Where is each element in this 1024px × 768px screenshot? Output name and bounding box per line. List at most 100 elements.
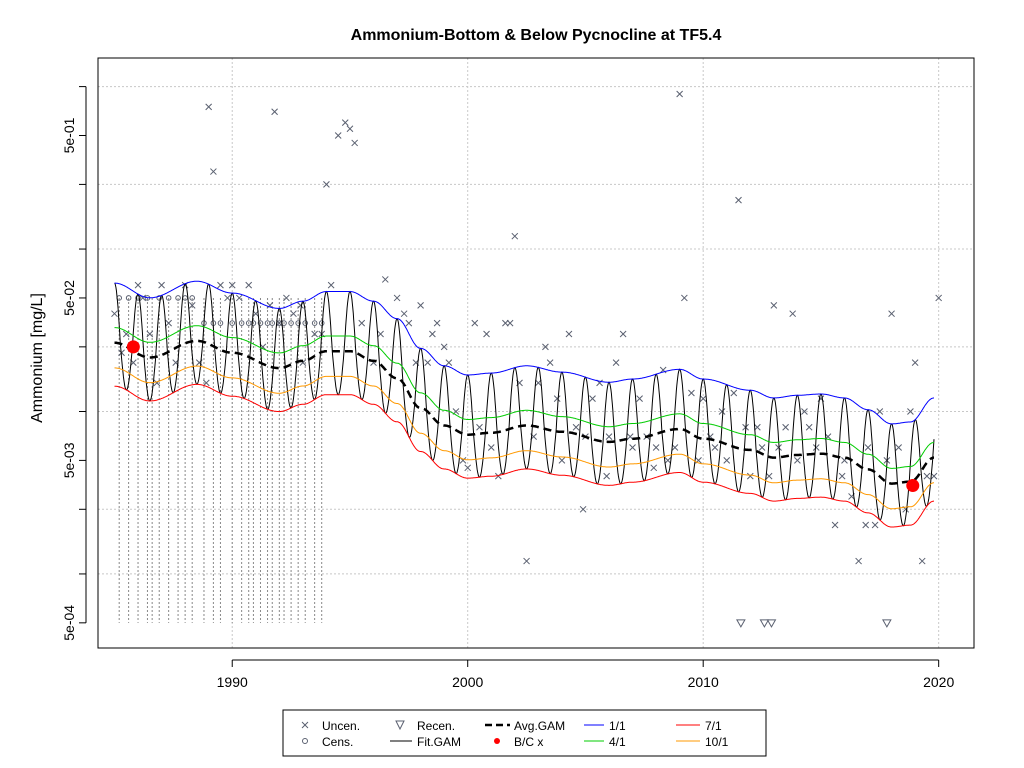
x-stroke (271, 108, 278, 116)
x-stroke (629, 444, 636, 451)
x-stroke (341, 119, 349, 126)
uncensored-point (542, 343, 549, 351)
x-stroke (596, 379, 603, 387)
uncensored-point (735, 196, 742, 204)
uncensored-point (165, 319, 172, 327)
uncensored-point (377, 330, 384, 338)
x-stroke (754, 423, 761, 431)
censored-point (175, 295, 181, 301)
y-tick-label: 5e-04 (61, 605, 77, 641)
x-stroke (275, 319, 283, 327)
x-stroke (652, 444, 660, 451)
y-axis-label: Ammonium [mg/L] (29, 293, 46, 423)
x-stroke (494, 472, 502, 480)
x-stroke (224, 294, 231, 302)
legend-label-1-1: 1/1 (609, 719, 626, 733)
uncensored-point (626, 433, 634, 441)
uncensored-point (311, 330, 318, 338)
uncensored-point (433, 319, 441, 327)
x-stroke (579, 505, 587, 513)
uncensored-point (393, 294, 401, 302)
x-stroke (146, 330, 154, 338)
legend: Uncen. Cens. Recen. Fit.GAM Avg.GAM B/C … (282, 709, 767, 757)
x-stroke (245, 281, 253, 289)
legend-label-4-1: 4/1 (609, 735, 626, 749)
x-stroke (676, 90, 683, 98)
uncensored-point (930, 472, 938, 480)
x-stroke (327, 281, 335, 289)
x-stroke (923, 472, 931, 480)
x-stroke (735, 196, 742, 204)
data-points (111, 90, 943, 628)
censored-point (238, 320, 245, 326)
x-stroke (134, 281, 142, 289)
seasonal-10-1-line (114, 365, 934, 510)
x-stroke (671, 444, 679, 451)
uncensored-point (603, 472, 610, 480)
uncensored-point (210, 168, 217, 175)
legend-item-7-1: 7/1 (676, 719, 722, 733)
x-stroke (589, 395, 596, 402)
legend-label-7-1: 7/1 (705, 719, 722, 733)
recensored-point (882, 619, 892, 628)
x-stroke (502, 319, 509, 327)
legend-item-fit-gam: Fit.GAM (390, 735, 461, 749)
uncensored-point (775, 444, 782, 451)
uncensored-point (464, 464, 472, 472)
uncensored-point (619, 330, 627, 338)
uncensored-point (895, 444, 902, 451)
x-stroke (165, 319, 172, 327)
uncensored-point (440, 343, 448, 351)
x-stroke (323, 181, 330, 188)
uncensored-point (558, 457, 566, 464)
x-stroke (758, 444, 766, 451)
y-tick-label: 5e-02 (61, 280, 77, 316)
x-stroke (718, 408, 726, 415)
uncensored-point (907, 408, 914, 415)
uncensored-point (146, 330, 154, 338)
x-stroke (381, 276, 389, 283)
x-stroke (433, 319, 441, 327)
x-stroke (699, 395, 707, 402)
x-stroke (506, 319, 514, 327)
censored-point (125, 295, 132, 301)
uncensored-point (228, 281, 236, 289)
x-stroke (918, 557, 926, 565)
x-tick-label: 2000 (452, 674, 483, 690)
legend-item-1-1: 1/1 (584, 719, 626, 733)
x-stroke (605, 433, 613, 441)
x-stroke (235, 294, 243, 302)
uncensored-point (650, 464, 658, 472)
uncensored-point (935, 294, 943, 302)
uncensored-point (381, 276, 389, 283)
x-stroke (888, 310, 895, 318)
x-stroke (217, 281, 224, 289)
uncensored-point (158, 281, 165, 289)
legend-triangle-marker (395, 720, 405, 731)
recensored-point (759, 619, 770, 628)
uncensored-point (911, 359, 919, 366)
x-stroke (572, 423, 580, 431)
legend-label-avg-gam: Avg.GAM (514, 719, 565, 733)
uncensored-point (754, 423, 761, 431)
x-stroke (417, 302, 424, 309)
recensored-point (736, 619, 746, 628)
legend-item-recen: Recen. (395, 719, 455, 733)
uncensored-point (351, 139, 359, 147)
uncensored-point (487, 444, 495, 451)
x-stroke (440, 343, 448, 351)
y-tick-label: 5e-01 (61, 117, 77, 153)
x-stroke (424, 359, 432, 366)
uncensored-point (205, 103, 213, 111)
uncensored-point (746, 472, 754, 480)
fitted-curves (114, 280, 935, 528)
uncensored-point (862, 521, 870, 529)
uncensored-point (417, 302, 424, 309)
censored-point (250, 320, 257, 326)
uncensored-point (323, 181, 330, 188)
legend-bc-dot (494, 738, 500, 744)
x-stroke (565, 330, 573, 338)
x-tick-label: 2020 (923, 674, 954, 690)
uncensored-point (676, 90, 683, 98)
uncensored-point (341, 119, 349, 126)
